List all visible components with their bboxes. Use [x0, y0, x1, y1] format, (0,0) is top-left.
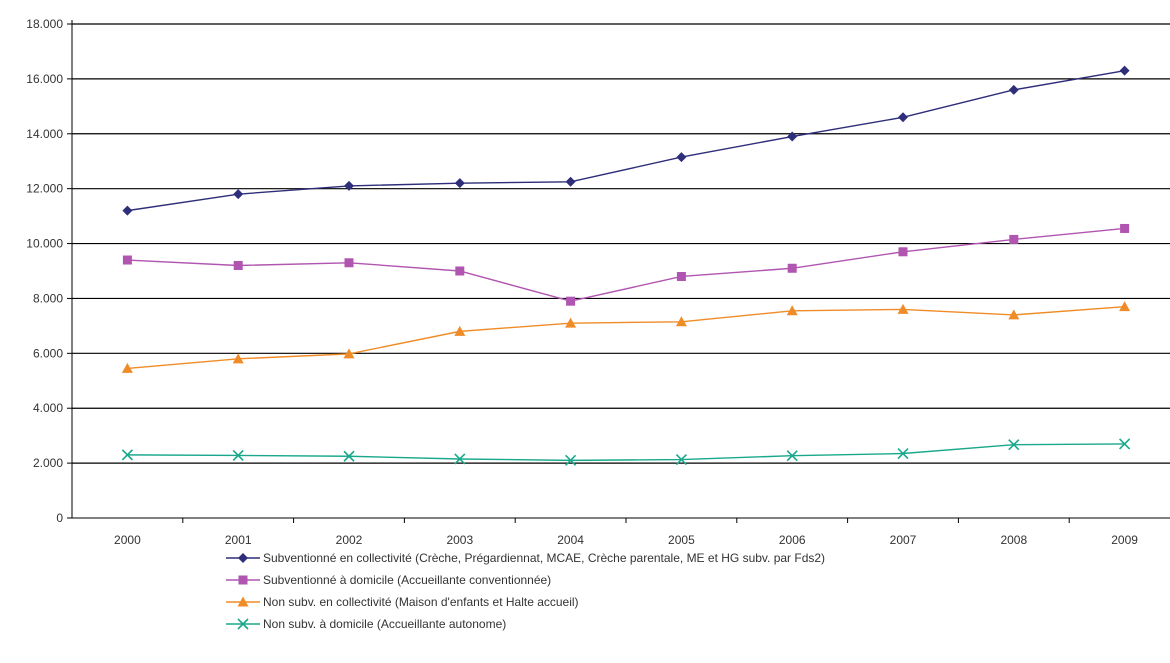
data-point — [676, 152, 687, 163]
data-point — [897, 447, 909, 460]
legend-item: Subventionné en collectivité (Crèche, Pr… — [226, 551, 825, 565]
data-point — [233, 261, 243, 271]
y-tick-label: 14.000 — [26, 127, 63, 141]
data-point — [898, 247, 908, 257]
x-tick-label: 2001 — [225, 533, 252, 547]
data-point — [344, 258, 354, 268]
x-tick-label: 2002 — [336, 533, 363, 547]
x-tick-label: 2003 — [446, 533, 473, 547]
data-point — [455, 266, 465, 276]
data-point — [566, 296, 576, 306]
x-tick-label: 2005 — [668, 533, 695, 547]
data-point — [565, 454, 577, 466]
data-point — [454, 325, 466, 336]
legend-item: Non subv. à domicile (Accueillante auton… — [226, 617, 506, 631]
y-tick-label: 0 — [56, 511, 63, 525]
x-tick-label: 2007 — [890, 533, 917, 547]
series-1 — [122, 65, 1130, 216]
legend-label: Subventionné à domicile (Accueillante co… — [263, 573, 551, 587]
data-point — [786, 450, 798, 462]
data-point — [787, 131, 798, 142]
x-tick-label: 2006 — [779, 533, 806, 547]
series-line — [127, 305, 1125, 370]
data-point — [897, 303, 909, 314]
data-point — [675, 453, 687, 466]
data-point — [233, 189, 244, 200]
data-point — [1008, 439, 1020, 451]
data-point — [1119, 301, 1131, 312]
data-point — [1008, 84, 1019, 95]
data-point — [565, 317, 577, 328]
data-point — [238, 553, 248, 563]
data-point — [237, 618, 249, 630]
data-point — [454, 178, 465, 189]
data-point — [122, 255, 132, 265]
legend: Subventionné en collectivité (Crèche, Pr… — [226, 551, 825, 631]
data-point — [676, 271, 686, 281]
data-point — [1120, 223, 1130, 233]
y-tick-label: 2.000 — [33, 456, 63, 470]
legend-label: Subventionné en collectivité (Crèche, Pr… — [263, 551, 825, 565]
y-tick-label: 12.000 — [26, 182, 63, 196]
x-tick-label: 2008 — [1000, 533, 1027, 547]
series-line — [127, 69, 1125, 212]
data-point — [1119, 438, 1131, 450]
series-line — [127, 443, 1125, 462]
y-tick-label: 8.000 — [33, 291, 63, 305]
series-line — [127, 227, 1125, 302]
data-point — [898, 112, 908, 123]
y-tick-label: 6.000 — [33, 346, 63, 360]
data-point — [1009, 234, 1019, 244]
x-tick-label: 2009 — [1111, 533, 1138, 547]
data-point — [787, 263, 797, 273]
y-tick-label: 16.000 — [26, 72, 63, 86]
data-point — [1008, 309, 1020, 320]
y-tick-label: 4.000 — [33, 401, 63, 415]
data-point — [238, 575, 248, 585]
legend-label: Non subv. en collectivité (Maison d'enfa… — [263, 595, 579, 609]
series-lines — [121, 65, 1131, 466]
axes: 0 2.000 4.000 6.000 8.000 10.000 12.000 14.000 1… — [26, 17, 1170, 547]
data-point — [232, 353, 244, 364]
y-tick-label: 10.000 — [26, 237, 63, 251]
data-point — [343, 348, 355, 359]
data-point — [786, 305, 798, 316]
x-tick-label: 2004 — [557, 533, 584, 547]
data-point — [344, 180, 354, 191]
data-point — [232, 449, 244, 461]
y-tick-label: 18.000 — [26, 17, 63, 31]
data-point — [121, 362, 133, 373]
data-point — [565, 176, 576, 187]
legend-item: Non subv. en collectivité (Maison d'enfa… — [226, 595, 579, 609]
data-point — [454, 453, 466, 465]
series-2 — [122, 223, 1130, 306]
x-tick-label: 2000 — [114, 533, 141, 547]
data-point — [343, 450, 355, 462]
series-3 — [121, 301, 1131, 373]
gridlines — [72, 23, 1170, 464]
series-4 — [121, 438, 1131, 466]
data-point — [1119, 65, 1130, 76]
data-point — [121, 449, 133, 461]
legend-label: Non subv. à domicile (Accueillante auton… — [263, 617, 506, 631]
legend-item: Subventionné à domicile (Accueillante co… — [226, 573, 551, 587]
data-point — [122, 205, 133, 216]
data-point — [675, 316, 687, 327]
data-point — [237, 596, 249, 607]
